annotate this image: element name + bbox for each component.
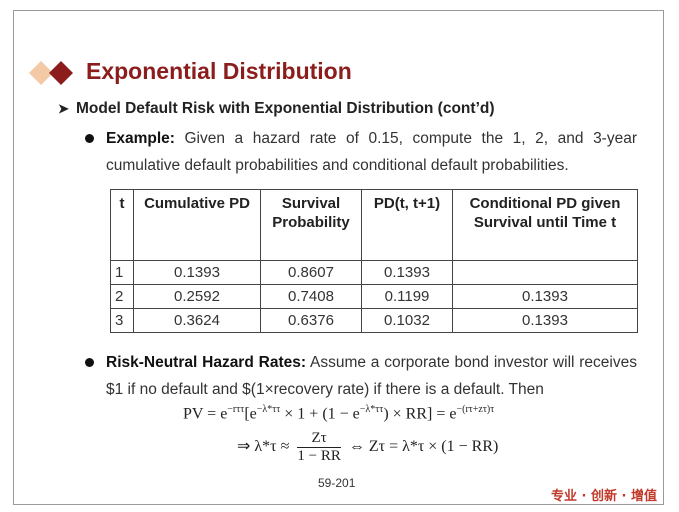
- pv-exp3: −λ*ττ: [359, 404, 384, 415]
- pv-lhs: PV = e: [183, 405, 228, 423]
- example-text: Given a hazard rate of 0.15, compute the…: [106, 130, 637, 174]
- hazard-formula: ⇒ λ*τ ≈ Zτ 1 − RR ⇔ Zτ = λ*τ × (1 − RR): [237, 430, 498, 465]
- table-row: 1 0.1393 0.8607 0.1393: [110, 260, 638, 285]
- cell: 0.1199: [361, 284, 453, 309]
- header-survival: Survival Probability: [260, 189, 362, 261]
- cell: [452, 260, 638, 285]
- table-header-row: t Cumulative PD Survival Probability PD(…: [110, 189, 638, 261]
- bullet-dot-icon: [85, 134, 94, 143]
- example-label: Example:: [106, 130, 175, 147]
- page-number: 59-201: [318, 476, 356, 490]
- table-row: 3 0.3624 0.6376 0.1032 0.1393: [110, 308, 638, 333]
- header-cumulative-pd: Cumulative PD: [133, 189, 261, 261]
- hazard-post: ⇔ Zτ = λ*τ × (1 − RR): [348, 438, 499, 456]
- cell: 0.1393: [452, 284, 638, 309]
- hazard-pre: ⇒ λ*τ ≈: [237, 438, 290, 456]
- header-t: t: [110, 189, 134, 261]
- cell: 3: [110, 308, 134, 333]
- pd-table: t Cumulative PD Survival Probability PD(…: [110, 189, 638, 333]
- table-row: 2 0.2592 0.7408 0.1199 0.1393: [110, 284, 638, 309]
- example-bullet: Example: Given a hazard rate of 0.15, co…: [106, 125, 637, 179]
- pv-bracket: [e: [244, 405, 257, 423]
- cell: 0.1032: [361, 308, 453, 333]
- cell: 0.1393: [452, 308, 638, 333]
- pv-exp4: −(rτ+zτ)τ: [456, 404, 495, 415]
- header-pd-t-t1: PD(t, t+1): [361, 189, 453, 261]
- bullet-dot-icon: [85, 358, 94, 367]
- header-conditional-pd: Conditional PD given Survival until Time…: [452, 189, 638, 261]
- pv-mid: × 1 + (1 − e: [280, 405, 360, 423]
- slide-title: Exponential Distribution: [86, 58, 352, 84]
- cell: 0.8607: [260, 260, 362, 285]
- pv-formula: PV = e−rττ[e−λ*ττ × 1 + (1 − e−λ*ττ) × R…: [183, 404, 494, 423]
- risk-neutral-label: Risk-Neutral Hazard Rates:: [106, 354, 307, 371]
- subtitle-text: Model Default Risk with Exponential Dist…: [76, 100, 495, 117]
- cell: 0.1393: [361, 260, 453, 285]
- cell: 0.3624: [133, 308, 261, 333]
- pv-exp2: −λ*ττ: [256, 404, 281, 415]
- brand-slogan: 专业 · 创新 · 增值: [551, 489, 657, 504]
- pv-tail: ) × RR] = e: [383, 405, 457, 423]
- risk-neutral-bullet: Risk-Neutral Hazard Rates: Assume a corp…: [106, 349, 637, 403]
- pv-exp1: −rττ: [227, 404, 245, 415]
- risk-neutral-text: Assume a corporate bond investor will re…: [106, 354, 637, 398]
- hazard-fraction: Zτ 1 − RR: [297, 430, 341, 465]
- cell: 1: [110, 260, 134, 285]
- cell: 0.1393: [133, 260, 261, 285]
- title-diamond-icon: [29, 61, 73, 85]
- cell: 2: [110, 284, 134, 309]
- cell: 0.7408: [260, 284, 362, 309]
- subtitle: ➤ Model Default Risk with Exponential Dis…: [58, 100, 495, 118]
- cell: 0.6376: [260, 308, 362, 333]
- arrow-bullet-icon: ➤: [58, 101, 69, 116]
- fraction-denominator: 1 − RR: [297, 448, 341, 464]
- cell: 0.2592: [133, 284, 261, 309]
- fraction-numerator: Zτ: [297, 430, 341, 448]
